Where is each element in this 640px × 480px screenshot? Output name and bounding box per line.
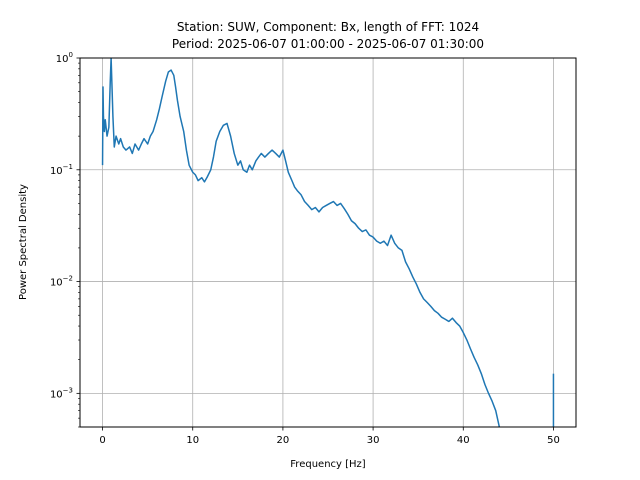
y-tick-label: 10−2 xyxy=(50,275,73,289)
x-axis: 0 10 20 30 40 50 xyxy=(99,427,560,446)
x-tick-label: 20 xyxy=(277,435,290,446)
x-tick-label: 0 xyxy=(99,435,105,446)
y-tick-label-exponent: −1 xyxy=(63,163,73,171)
y-tick-label: 10−1 xyxy=(50,163,73,177)
y-tick-label-base: 10 xyxy=(56,54,69,65)
series-line-0 xyxy=(101,58,501,427)
y-tick-label: 100 xyxy=(56,51,73,65)
x-tick-label: 10 xyxy=(186,435,199,446)
x-axis-label: Frequency [Hz] xyxy=(290,459,366,470)
y-tick-label-exponent: 0 xyxy=(69,51,73,59)
plot-area xyxy=(80,58,576,427)
chart-title-line-1: Station: SUW, Component: Bx, length of F… xyxy=(177,20,479,34)
y-tick-label: 10−3 xyxy=(50,386,73,400)
y-tick-label-base: 10 xyxy=(50,389,63,400)
y-tick-label-base: 10 xyxy=(50,166,63,177)
y-tick-label-exponent: −3 xyxy=(63,386,73,394)
y-axis-label: Power Spectral Density xyxy=(18,184,29,300)
plot-frame xyxy=(79,57,577,428)
x-tick-label: 30 xyxy=(367,435,380,446)
y-tick-label-exponent: −2 xyxy=(63,275,73,283)
x-tick-label: 50 xyxy=(547,435,560,446)
y-tick-label-base: 10 xyxy=(50,278,63,289)
chart-title-line-2: Period: 2025-06-07 01:00:00 - 2025-06-07… xyxy=(172,37,484,51)
series-group xyxy=(101,58,555,427)
x-tick-label: 40 xyxy=(457,435,470,446)
